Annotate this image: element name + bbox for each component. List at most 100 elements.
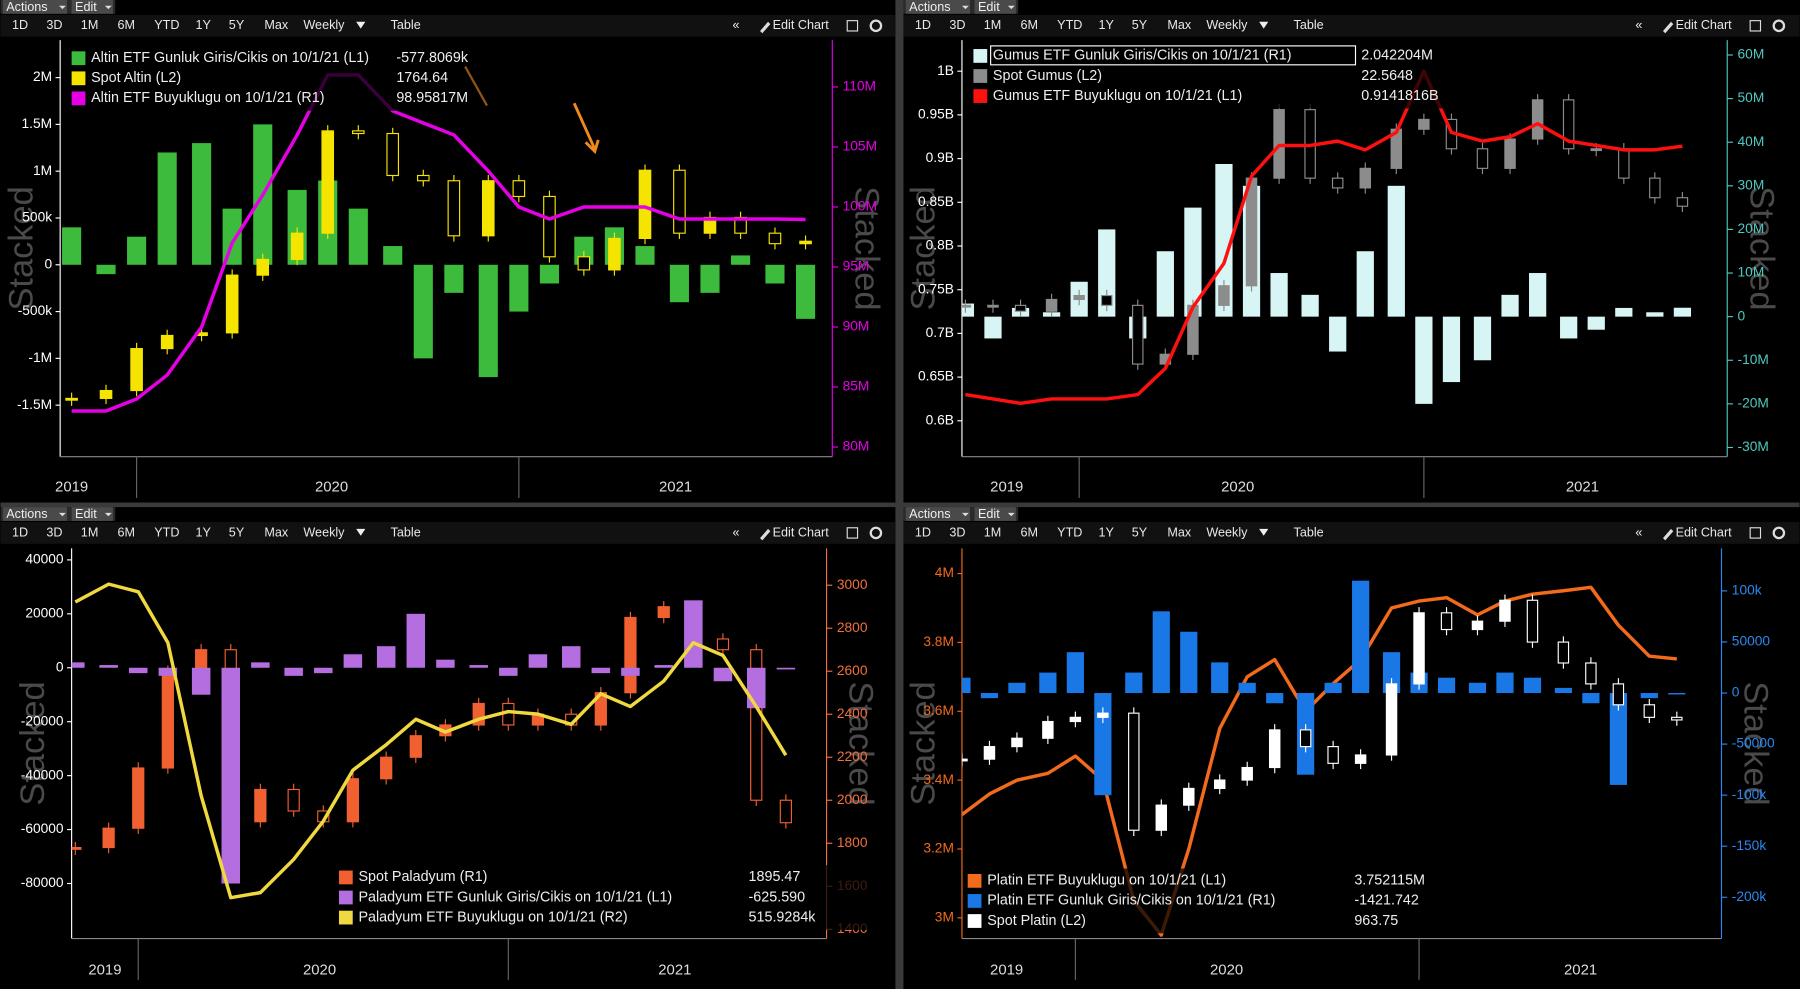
edit-icon[interactable] bbox=[846, 20, 859, 32]
candle bbox=[608, 237, 621, 271]
toolbar-button[interactable]: 1D bbox=[12, 18, 28, 32]
edit-chart-button[interactable]: Edit Chart bbox=[773, 18, 830, 32]
toolbar-button[interactable]: Weekly bbox=[303, 525, 345, 539]
x-tick-label: 2021 bbox=[658, 963, 691, 979]
settings-icon[interactable] bbox=[1772, 19, 1786, 33]
toolbar-button[interactable]: 5Y bbox=[229, 18, 245, 32]
toolbar-button[interactable]: 1Y bbox=[1098, 525, 1114, 539]
toolbar-button[interactable]: 1M bbox=[984, 525, 1002, 539]
toolbar-button[interactable]: YTD bbox=[1057, 525, 1082, 539]
toolbar-button[interactable]: 6M bbox=[118, 18, 136, 32]
toolbar-button[interactable]: Max bbox=[264, 525, 289, 539]
menu-button[interactable] bbox=[905, 507, 970, 521]
settings-icon[interactable] bbox=[869, 526, 883, 540]
edit-chart-button[interactable]: Edit Chart bbox=[1676, 18, 1733, 32]
collapse-icon[interactable]: « bbox=[732, 525, 739, 539]
toolbar-button[interactable]: 1D bbox=[12, 525, 28, 539]
menu-button[interactable] bbox=[71, 507, 113, 521]
candle bbox=[1331, 177, 1344, 189]
menu-label[interactable]: Actions bbox=[6, 0, 47, 14]
y2-tick-label: 100M bbox=[843, 199, 877, 214]
menu-label[interactable]: Edit bbox=[978, 507, 1000, 521]
candle bbox=[1418, 118, 1430, 130]
toolbar-button[interactable]: 1Y bbox=[196, 18, 212, 32]
collapse-icon[interactable]: « bbox=[1635, 18, 1642, 32]
toolbar-button[interactable]: 6M bbox=[1020, 525, 1038, 539]
toolbar-button[interactable]: 1M bbox=[984, 18, 1002, 32]
toolbar-button[interactable]: Table bbox=[391, 18, 421, 32]
menu-button[interactable] bbox=[974, 507, 1016, 521]
dropdown-caret bbox=[356, 528, 366, 536]
menu-button[interactable] bbox=[905, 0, 970, 14]
toolbar-button[interactable]: 1M bbox=[81, 525, 99, 539]
x-tick-label: 2019 bbox=[990, 480, 1023, 496]
bar bbox=[1125, 672, 1143, 694]
toolbar-button[interactable]: Table bbox=[1294, 525, 1324, 539]
toolbar-button[interactable]: 3D bbox=[46, 525, 62, 539]
plot-area bbox=[71, 582, 796, 900]
edit-chart-button[interactable]: Edit Chart bbox=[773, 525, 830, 539]
menu-label[interactable]: Edit bbox=[75, 0, 97, 14]
bar bbox=[1468, 682, 1487, 694]
toolbar-button[interactable]: YTD bbox=[154, 525, 179, 539]
candle bbox=[321, 130, 335, 234]
y2-tick-label: 2400 bbox=[837, 706, 868, 721]
edit-icon[interactable] bbox=[1749, 20, 1762, 32]
toolbar-button[interactable]: Weekly bbox=[1206, 525, 1248, 539]
bar bbox=[469, 665, 488, 668]
toolbar-button[interactable]: 1D bbox=[915, 525, 931, 539]
menu-label[interactable]: Actions bbox=[909, 0, 950, 14]
edit-chart-button[interactable]: Edit Chart bbox=[1676, 525, 1733, 539]
toolbar-button[interactable]: 1Y bbox=[1098, 18, 1114, 32]
candle bbox=[1359, 167, 1372, 189]
toolbar-button[interactable]: Table bbox=[1294, 18, 1324, 32]
toolbar-button[interactable]: 6M bbox=[118, 525, 136, 539]
toolbar-button[interactable]: Max bbox=[264, 18, 289, 32]
toolbar-button[interactable]: Table bbox=[391, 525, 421, 539]
candle bbox=[1385, 683, 1398, 756]
candle bbox=[1643, 704, 1656, 718]
menu-button[interactable] bbox=[974, 0, 1016, 14]
legend-value: 0.9141816B bbox=[1361, 88, 1438, 104]
candle bbox=[472, 702, 485, 726]
toolbar-button[interactable]: 1Y bbox=[196, 525, 212, 539]
toolbar-button[interactable]: YTD bbox=[154, 18, 179, 32]
menu-button[interactable] bbox=[2, 0, 68, 14]
collapse-icon[interactable]: « bbox=[732, 18, 739, 32]
bar bbox=[1554, 687, 1572, 694]
toolbar-button[interactable]: 3D bbox=[949, 525, 965, 539]
y-tick-label: 2M bbox=[33, 69, 52, 84]
candle bbox=[1218, 285, 1230, 306]
y-tick-label: -500k bbox=[18, 303, 53, 318]
toolbar-button[interactable]: 1M bbox=[81, 18, 99, 32]
candle bbox=[1327, 746, 1339, 764]
edit-icon[interactable] bbox=[846, 527, 859, 539]
menu-label[interactable]: Edit bbox=[75, 507, 97, 521]
menu-button[interactable] bbox=[2, 507, 68, 521]
toolbar-button[interactable]: 1D bbox=[915, 18, 931, 32]
settings-icon[interactable] bbox=[1772, 526, 1786, 540]
candle bbox=[1354, 754, 1367, 764]
toolbar-button[interactable]: 5Y bbox=[1132, 18, 1148, 32]
bar bbox=[509, 264, 529, 312]
toolbar-button[interactable]: 6M bbox=[1020, 18, 1038, 32]
toolbar-button[interactable]: 3D bbox=[46, 18, 62, 32]
menu-label[interactable]: Actions bbox=[909, 507, 950, 521]
toolbar-button[interactable]: Weekly bbox=[303, 18, 345, 32]
menu-label[interactable]: Edit bbox=[978, 0, 1000, 14]
toolbar-button[interactable]: YTD bbox=[1057, 18, 1082, 32]
collapse-icon[interactable]: « bbox=[1635, 525, 1642, 539]
candle bbox=[1045, 298, 1058, 312]
button-bar bbox=[903, 14, 1800, 37]
bar bbox=[158, 667, 178, 676]
edit-icon[interactable] bbox=[1749, 527, 1762, 539]
toolbar-button[interactable]: Weekly bbox=[1206, 18, 1248, 32]
menu-label[interactable]: Actions bbox=[6, 507, 47, 521]
toolbar-button[interactable]: 5Y bbox=[229, 525, 245, 539]
settings-icon[interactable] bbox=[869, 19, 883, 33]
toolbar-button[interactable]: 3D bbox=[949, 18, 965, 32]
toolbar-button[interactable]: Max bbox=[1167, 18, 1192, 32]
toolbar-button[interactable]: 5Y bbox=[1132, 525, 1148, 539]
menu-button[interactable] bbox=[71, 0, 113, 14]
toolbar-button[interactable]: Max bbox=[1167, 525, 1192, 539]
